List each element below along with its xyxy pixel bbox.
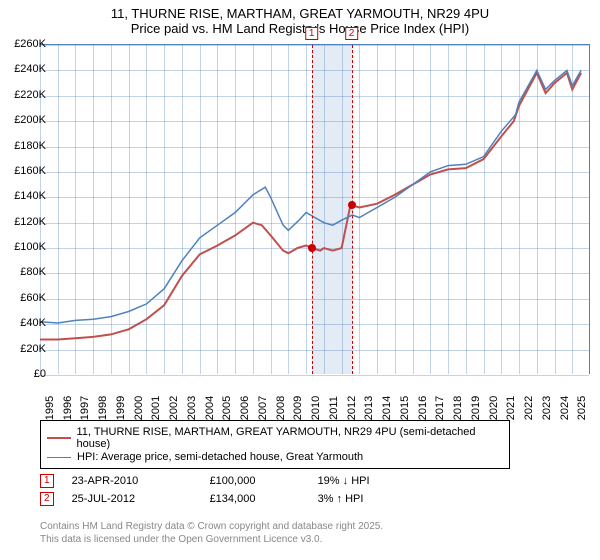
- y-tick-label: £120K: [14, 216, 46, 228]
- x-tick-label: 2023: [541, 396, 553, 420]
- y-tick-label: £60K: [20, 292, 46, 304]
- x-tick-label: 2017: [434, 396, 446, 420]
- x-tick-label: 2012: [346, 396, 358, 420]
- y-tick-label: £80K: [20, 266, 46, 278]
- event-date-0: 23-APR-2010: [72, 475, 192, 487]
- x-tick-label: 2020: [488, 396, 500, 420]
- x-tick-label: 1995: [44, 396, 56, 420]
- legend-swatch-0: [47, 437, 71, 439]
- event-price-0: £100,000: [210, 475, 300, 487]
- x-tick-label: 2007: [257, 396, 269, 420]
- sale-badge: 1: [305, 27, 319, 40]
- x-tick-label: 2019: [470, 396, 482, 420]
- y-tick-label: £160K: [14, 165, 46, 177]
- x-tick-label: 2024: [559, 396, 571, 420]
- x-tick-label: 2004: [204, 396, 216, 420]
- x-tick-label: 1996: [62, 396, 74, 420]
- y-tick-label: £0: [34, 368, 46, 380]
- x-tick-label: 2018: [452, 396, 464, 420]
- sale-marker: [348, 201, 356, 209]
- legend-label-0: 11, THURNE RISE, MARTHAM, GREAT YARMOUTH…: [77, 426, 504, 450]
- y-tick-label: £20K: [20, 343, 46, 355]
- event-badge-0: 1: [40, 474, 54, 488]
- event-delta-0: 19% ↓ HPI: [318, 475, 370, 487]
- y-tick-label: £140K: [14, 190, 46, 202]
- x-tick-label: 2006: [239, 396, 251, 420]
- gridline-h: [40, 375, 589, 376]
- x-tick-label: 2021: [505, 396, 517, 420]
- title-block: 11, THURNE RISE, MARTHAM, GREAT YARMOUTH…: [0, 0, 600, 38]
- x-tick-label: 2016: [417, 396, 429, 420]
- y-tick-label: £240K: [14, 63, 46, 75]
- line-series-svg: [40, 45, 590, 375]
- x-tick-label: 2022: [523, 396, 535, 420]
- y-tick-label: £260K: [14, 38, 46, 50]
- event-row-0: 1 23-APR-2010 £100,000 19% ↓ HPI: [40, 474, 370, 488]
- x-tick-label: 2014: [381, 396, 393, 420]
- y-tick-label: £40K: [20, 317, 46, 329]
- y-tick-label: £100K: [14, 241, 46, 253]
- event-price-1: £134,000: [210, 493, 300, 505]
- x-tick-label: 2005: [221, 396, 233, 420]
- x-tick-label: 2002: [168, 396, 180, 420]
- footnote: Contains HM Land Registry data © Crown c…: [40, 520, 383, 546]
- x-tick-label: 1997: [79, 396, 91, 420]
- x-tick-label: 1999: [115, 396, 127, 420]
- sale-dashline: [352, 45, 353, 374]
- x-tick-label: 2003: [186, 396, 198, 420]
- event-delta-1: 3% ↑ HPI: [318, 493, 364, 505]
- x-tick-label: 2013: [363, 396, 375, 420]
- legend-row-1: HPI: Average price, semi-detached house,…: [47, 451, 503, 463]
- title-line-1: 11, THURNE RISE, MARTHAM, GREAT YARMOUTH…: [0, 6, 600, 21]
- x-tick-label: 2010: [310, 396, 322, 420]
- footnote-line-1: Contains HM Land Registry data © Crown c…: [40, 520, 383, 533]
- legend-row-0: 11, THURNE RISE, MARTHAM, GREAT YARMOUTH…: [47, 426, 503, 450]
- y-tick-label: £220K: [14, 89, 46, 101]
- x-tick-label: 2001: [150, 396, 162, 420]
- x-tick-label: 2011: [328, 396, 340, 420]
- y-tick-label: £200K: [14, 114, 46, 126]
- address-series: [40, 73, 581, 340]
- x-tick-label: 2000: [133, 396, 145, 420]
- x-tick-label: 2009: [292, 396, 304, 420]
- event-row-1: 2 25-JUL-2012 £134,000 3% ↑ HPI: [40, 492, 370, 506]
- event-date-1: 25-JUL-2012: [72, 493, 192, 505]
- title-line-2: Price paid vs. HM Land Registry's House …: [0, 21, 600, 36]
- hpi-series: [40, 70, 581, 323]
- y-tick-label: £180K: [14, 140, 46, 152]
- footnote-line-2: This data is licensed under the Open Gov…: [40, 533, 383, 546]
- legend-swatch-1: [47, 457, 71, 458]
- sale-dashline: [312, 45, 313, 374]
- events-table: 1 23-APR-2010 £100,000 19% ↓ HPI 2 25-JU…: [40, 470, 370, 510]
- chart-container: 11, THURNE RISE, MARTHAM, GREAT YARMOUTH…: [0, 0, 600, 560]
- x-tick-label: 2015: [399, 396, 411, 420]
- legend: 11, THURNE RISE, MARTHAM, GREAT YARMOUTH…: [40, 420, 510, 469]
- sale-badge: 2: [345, 27, 359, 40]
- x-tick-label: 2025: [576, 396, 588, 420]
- event-badge-1: 2: [40, 492, 54, 506]
- legend-label-1: HPI: Average price, semi-detached house,…: [77, 451, 363, 463]
- sale-marker: [308, 244, 316, 252]
- x-tick-label: 2008: [275, 396, 287, 420]
- plot-area: 12: [40, 44, 590, 374]
- x-tick-label: 1998: [97, 396, 109, 420]
